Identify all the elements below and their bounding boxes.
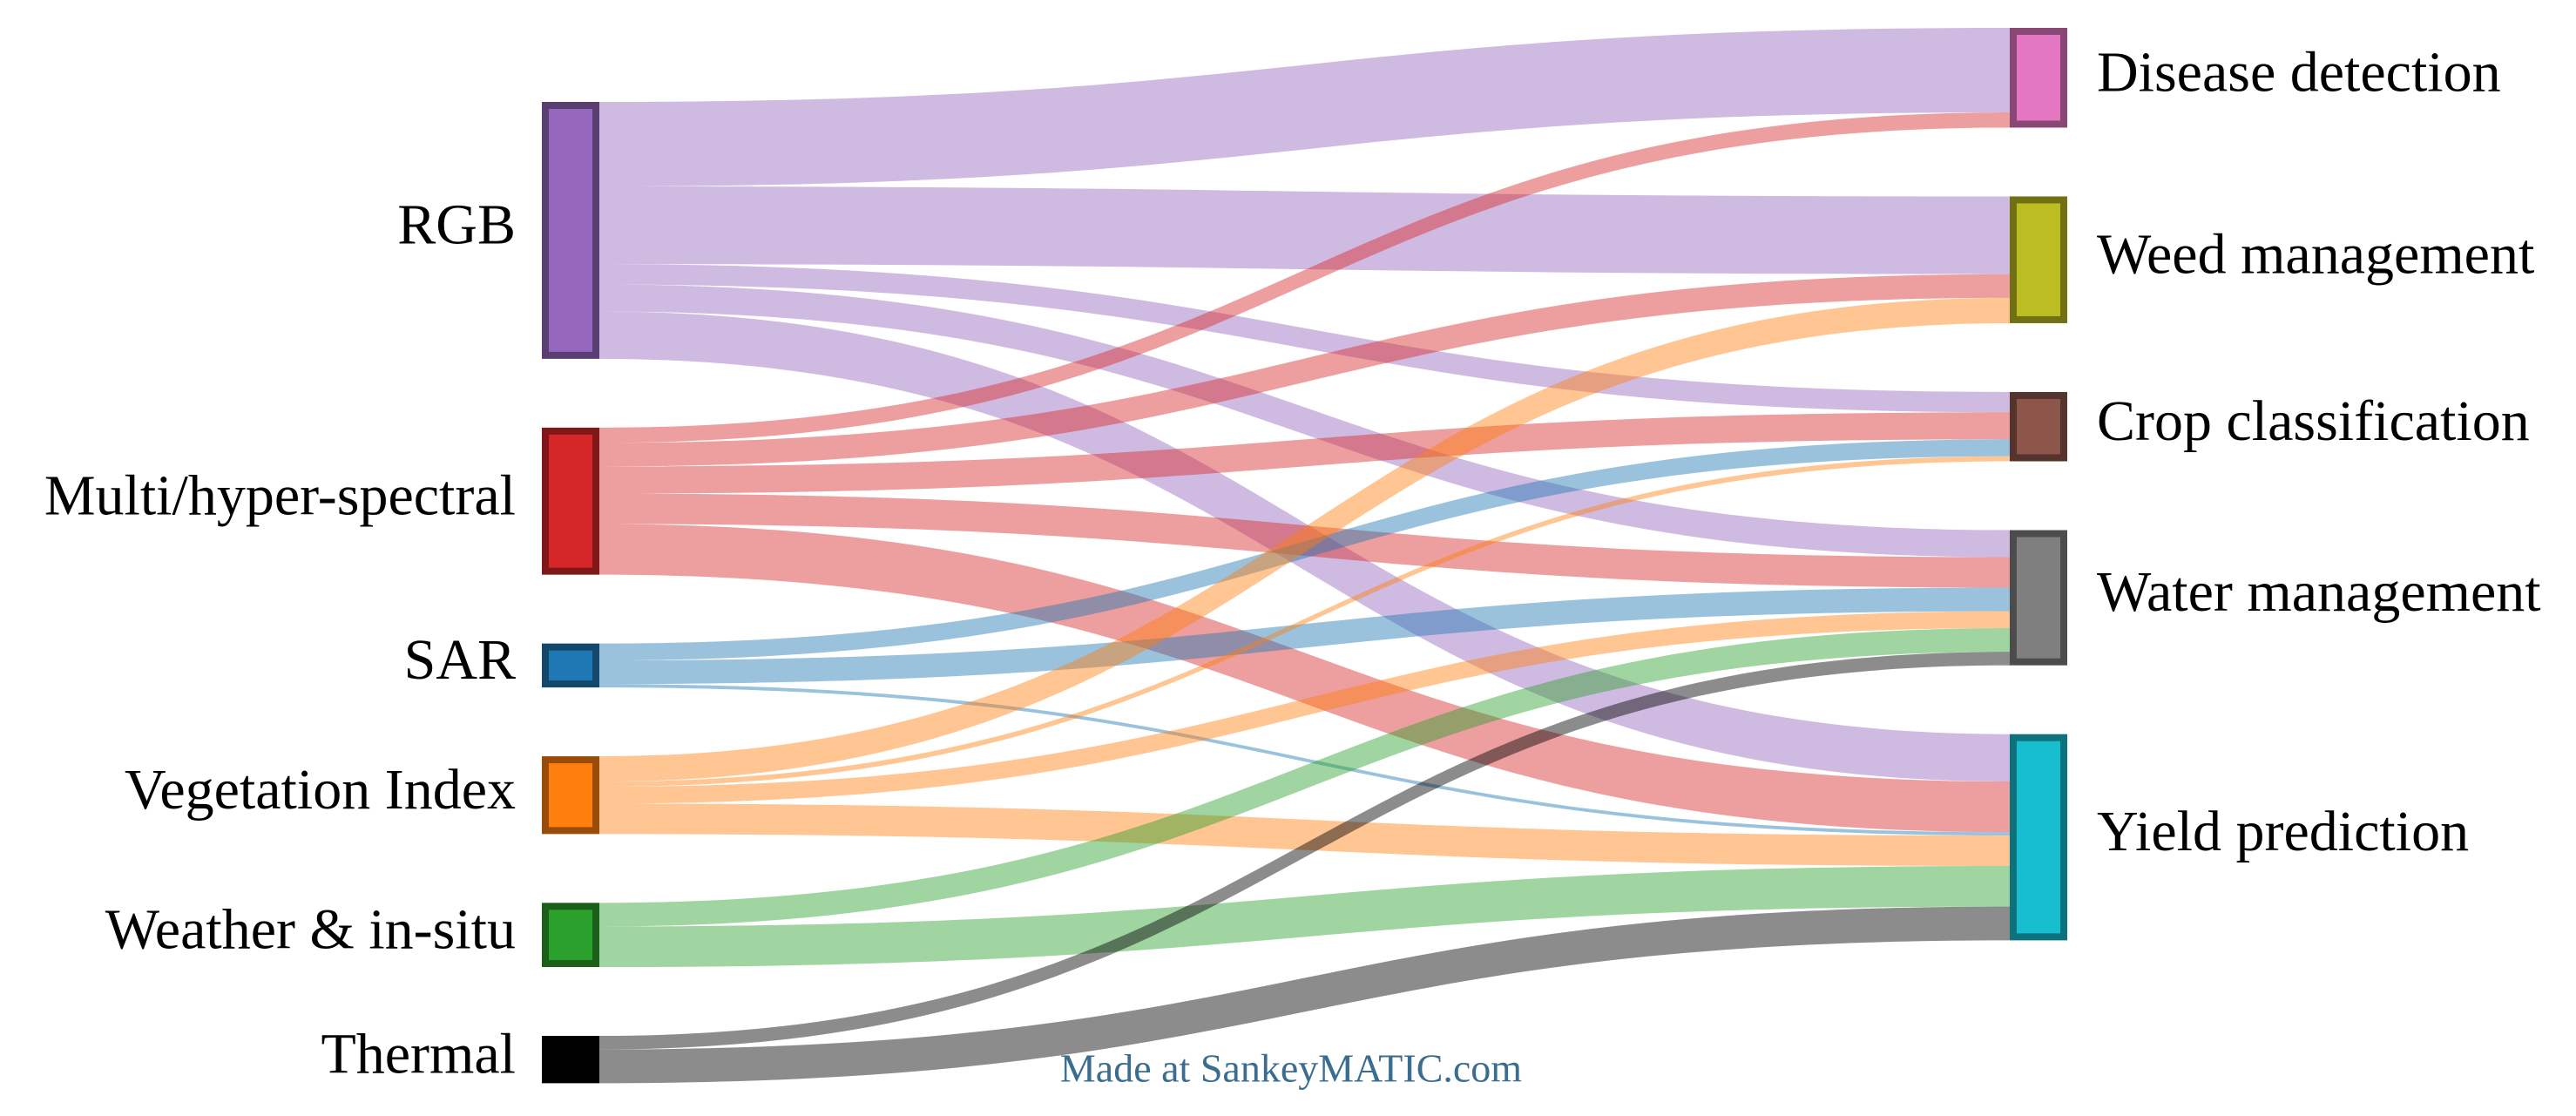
link [599, 311, 2010, 782]
link [599, 587, 2010, 685]
link [599, 628, 2010, 927]
node-label: SAR [404, 628, 516, 692]
node-label: Vegetation Index [125, 758, 516, 822]
node [2010, 196, 2067, 323]
link [599, 297, 2010, 782]
link [599, 906, 2010, 1084]
node [2010, 530, 2067, 666]
credit: Made at SankeyMATIC.com [1060, 1046, 1522, 1091]
link [599, 274, 2010, 467]
node [542, 102, 599, 359]
node [542, 903, 599, 968]
node [542, 756, 599, 835]
link [599, 652, 2010, 1050]
link [599, 264, 2010, 413]
link [599, 684, 2010, 836]
link [599, 284, 2010, 558]
node [2010, 28, 2067, 128]
node [2010, 391, 2067, 462]
link [599, 186, 2010, 274]
link [599, 456, 2010, 788]
node [542, 427, 599, 575]
link [599, 611, 2010, 804]
link [599, 112, 2010, 443]
link [599, 866, 2010, 968]
node [542, 1036, 599, 1084]
links [599, 28, 2010, 1084]
node-label: Weed management [2097, 222, 2534, 286]
link [599, 524, 2010, 833]
node-label: RGB [397, 193, 516, 257]
node-label: Yield prediction [2097, 800, 2469, 863]
node-label: Multi/hyper-spectral [44, 463, 516, 527]
node [542, 643, 599, 688]
link [599, 803, 2010, 867]
nodes: RGB Multi/hyper-spectral SAR Vegetation Ind… [44, 28, 2541, 1086]
link [599, 28, 2010, 186]
link [599, 412, 2010, 494]
link [599, 439, 2010, 661]
node-label: Thermal [321, 1022, 516, 1086]
link [599, 493, 2010, 588]
node-label: Weather & in-situ [105, 897, 516, 961]
node-label: Disease detection [2097, 40, 2501, 104]
node [2010, 734, 2067, 941]
node-label: Crop classification [2097, 389, 2530, 453]
node-label: Water management [2097, 560, 2541, 624]
